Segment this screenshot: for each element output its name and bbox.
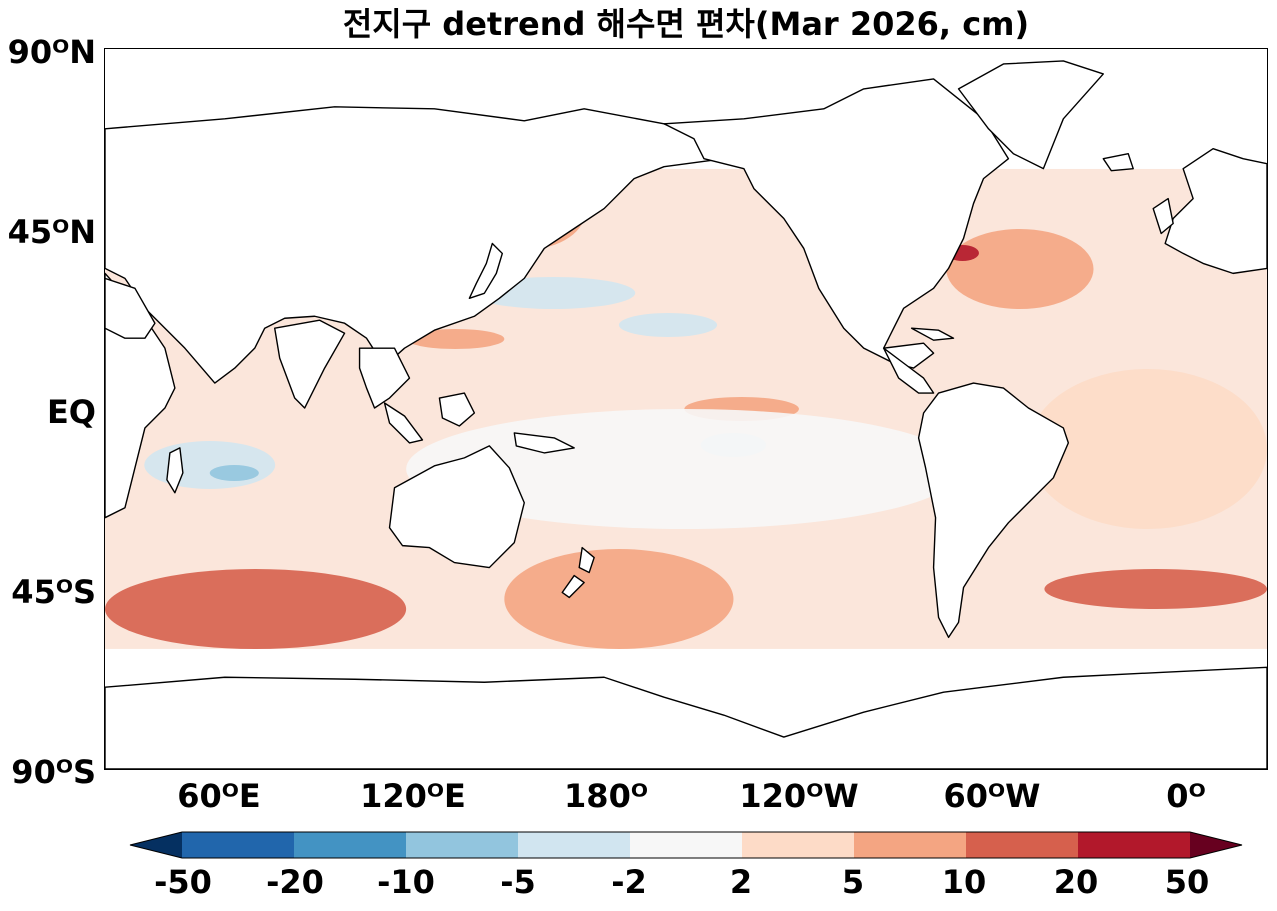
colorbar-label-neg50: -50 (154, 863, 212, 901)
colorbar-label-5: 5 (841, 863, 865, 901)
anomaly-region-8 (209, 465, 259, 481)
anomaly-region-12 (105, 569, 407, 649)
colorbar-extend-high (1190, 832, 1242, 858)
eurasia-land (105, 106, 725, 384)
arabia-land (105, 277, 156, 339)
colorbar-segment-7 (966, 832, 1079, 858)
anomaly-region-13 (1044, 569, 1267, 609)
madagascar-land (166, 447, 184, 494)
iceland-land (1102, 153, 1134, 172)
uk-land (1152, 197, 1174, 235)
lon-label-120w: 120ᴼW (739, 777, 859, 815)
colorbar-extend-low (130, 832, 182, 858)
lat-label-90n: 90ᴼN (7, 33, 96, 71)
colorbar-label-50: 50 (1164, 863, 1210, 901)
lat-label-90s: 90ᴼS (11, 753, 96, 791)
colorbar-label-neg20: -20 (266, 863, 324, 901)
sumatra-land (383, 402, 424, 444)
colorbar-label-2: 2 (729, 863, 753, 901)
colorbar-label-20: 20 (1053, 863, 1099, 901)
japan-land (468, 242, 504, 300)
colorbar-label-neg5: -5 (500, 863, 536, 901)
anomaly-region-4 (406, 329, 505, 349)
borneo-land (438, 392, 476, 427)
colorbar-outline (129, 831, 1243, 859)
lon-label-0: 0ᴼ (1166, 777, 1206, 815)
colorbar-segment-4 (630, 832, 743, 858)
southeast-asia-land (358, 347, 411, 409)
anomaly-region-7 (144, 440, 276, 489)
global-map (104, 48, 1268, 770)
anomaly-region-3 (618, 313, 718, 337)
lon-label-60w: 60ᴼW (943, 777, 1041, 815)
colorbar-segment-0 (182, 832, 295, 858)
central-america-land (882, 347, 935, 394)
antarctica-land (105, 666, 1267, 769)
lat-label-45s: 45ᴼS (11, 573, 96, 611)
colorbar-label-neg10: -10 (377, 863, 435, 901)
south-america-land (917, 382, 1070, 639)
anomaly-region-9 (946, 229, 1094, 309)
india-land (274, 319, 346, 409)
colorbar-segment-3 (518, 832, 631, 858)
sea-level-anomaly-map (105, 60, 1267, 769)
europe-land (1164, 148, 1267, 275)
map-title: 전지구 detrend 해수면 편차(Mar 2026, cm) (342, 5, 1030, 43)
lon-label-180: 180ᴼ (564, 777, 648, 815)
australia-land (388, 445, 525, 569)
new-zealand-land (578, 546, 595, 574)
colorbar-segment-6 (854, 832, 967, 858)
new-guinea-land (513, 432, 575, 454)
colorbar-segment-5 (742, 832, 855, 858)
colorbar-graphic (129, 831, 1243, 859)
colorbar-segment-1 (294, 832, 407, 858)
colorbar-label-neg2: -2 (611, 863, 647, 901)
colorbar-segment-8 (1078, 832, 1191, 858)
lon-label-120e: 120ᴼE (360, 777, 466, 815)
lon-label-60e: 60ᴼE (177, 777, 261, 815)
lat-label-45n: 45ᴼN (7, 213, 96, 251)
land-layer (105, 60, 1267, 769)
colorbar-label-10: 10 (941, 863, 987, 901)
lat-label-eq: EQ (46, 393, 96, 431)
colorbar-segment-2 (406, 832, 519, 858)
cuba-land (910, 327, 955, 341)
new-zealand-south-land (561, 574, 585, 599)
anomaly-region-15 (1028, 369, 1267, 529)
colorbar (129, 831, 1243, 859)
anomaly-region-11 (504, 549, 734, 649)
greenland-land (957, 60, 1104, 170)
